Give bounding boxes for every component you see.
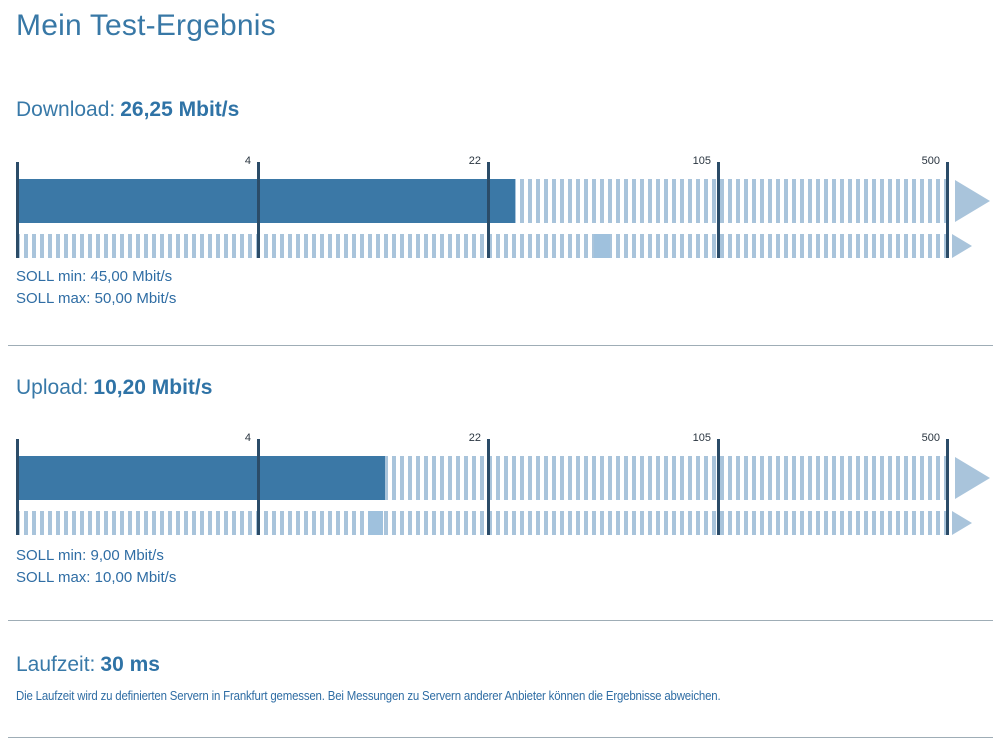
latency-heading: Laufzeit: 30 ms [16,651,160,679]
tick-label: 4 [244,432,251,444]
tick-line [256,439,260,535]
download-measured-bar [16,179,515,223]
tick-label: 4 [244,155,251,167]
upload-soll-min: SOLL min: 9,00 Mbit/s [16,547,164,564]
tick-line [717,439,720,535]
download-soll-max: SOLL max: 50,00 Mbit/s [16,289,177,307]
tick-line [486,162,490,258]
download-soll-track [16,234,948,258]
latency-value: 30 ms [100,653,160,676]
tick-label: 105 [692,155,711,167]
tick-line [486,439,490,535]
arrow-right-icon [955,457,990,499]
tick-label: 500 [921,155,940,167]
tick-line [256,162,260,258]
latency-note: Die Laufzeit wird zu definierten Servern… [16,688,721,703]
download-soll-caption: SOLL min: 45,00 Mbit/s SOLL max: 50,00 M… [16,266,176,309]
tick-line [16,162,19,258]
upload-soll-track [16,511,948,535]
tick-line [946,439,949,535]
tick-line [16,439,19,535]
download-heading: Download: 26,25 Mbit/s [16,96,239,124]
tick-label: 22 [468,432,481,444]
upload-label: Upload: [16,376,89,399]
section-divider [8,345,993,346]
tick-label: 500 [921,432,940,444]
upload-value: 10,20 Mbit/s [93,376,213,399]
arrow-right-small-icon [952,511,972,535]
arrow-right-icon [955,180,990,222]
download-label: Download: [16,98,116,121]
tick-label: 105 [692,432,711,444]
latency-label: Laufzeit: [16,653,96,676]
tick-line [946,162,949,258]
arrow-right-small-icon [952,234,972,258]
download-value: 26,25 Mbit/s [120,98,240,121]
tick-line [717,162,720,258]
download-soll-min: SOLL min: 45,00 Mbit/s [16,268,173,285]
download-gauge-chart: 4 22 105 500 [16,155,990,258]
page-title: Mein Test-Ergebnis [16,9,276,42]
section-divider [8,620,993,621]
upload-heading: Upload: 10,20 Mbit/s [16,374,212,402]
upload-soll-caption: SOLL min: 9,00 Mbit/s SOLL max: 10,00 Mb… [16,545,176,588]
upload-soll-max: SOLL max: 10,00 Mbit/s [16,568,177,586]
upload-measured-bar [16,456,386,500]
upload-gauge-chart: 4 22 105 500 [16,432,990,535]
download-main-track [16,179,948,223]
tick-label: 22 [468,155,481,167]
upload-main-track [16,456,948,500]
download-soll-range-marker [594,234,610,258]
upload-soll-range-marker [368,511,383,535]
section-divider [8,737,993,738]
